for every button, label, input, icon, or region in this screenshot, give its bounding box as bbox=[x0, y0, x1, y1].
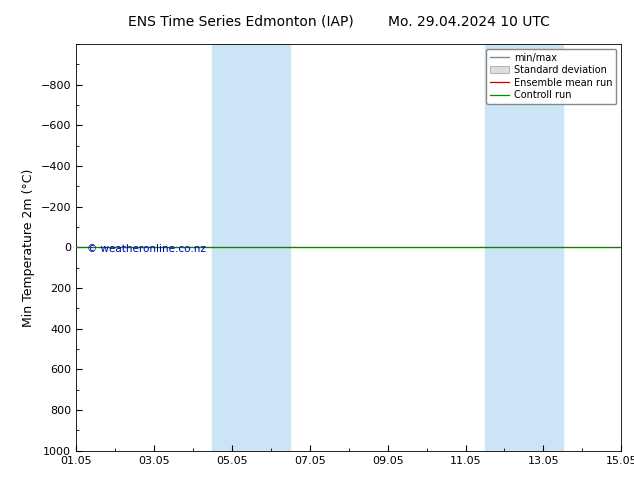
Bar bbox=[485, 44, 524, 451]
Text: Mo. 29.04.2024 10 UTC: Mo. 29.04.2024 10 UTC bbox=[388, 15, 550, 29]
Bar bbox=[212, 44, 251, 451]
Text: ENS Time Series Edmonton (IAP): ENS Time Series Edmonton (IAP) bbox=[128, 15, 354, 29]
Text: © weatheronline.co.nz: © weatheronline.co.nz bbox=[87, 245, 206, 254]
Bar bbox=[524, 44, 563, 451]
Bar bbox=[251, 44, 290, 451]
Y-axis label: Min Temperature 2m (°C): Min Temperature 2m (°C) bbox=[22, 168, 35, 327]
Legend: min/max, Standard deviation, Ensemble mean run, Controll run: min/max, Standard deviation, Ensemble me… bbox=[486, 49, 616, 104]
